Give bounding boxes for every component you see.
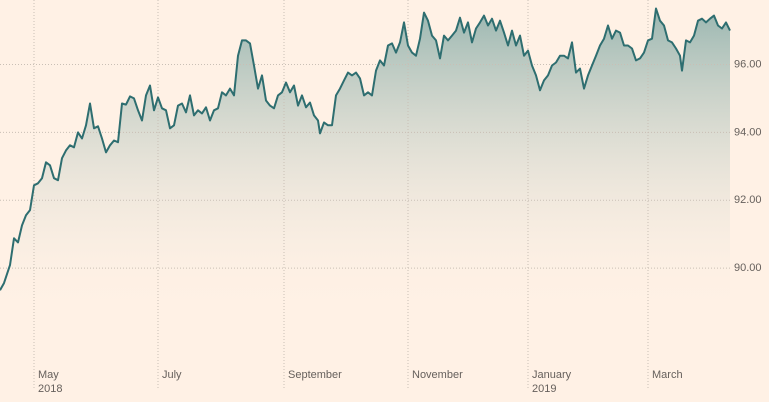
x-tick-label: May [38, 369, 59, 381]
area [0, 8, 730, 370]
x-tick-label: September [288, 369, 342, 381]
y-tick-label: 96.00 [734, 58, 762, 70]
y-tick-label: 94.00 [734, 126, 762, 138]
x-tick-label: July [162, 369, 182, 381]
x-tick-sublabel: 2018 [38, 383, 62, 395]
x-tick-label: January [532, 369, 572, 381]
y-tick-label: 92.00 [734, 194, 762, 206]
line [0, 7, 731, 291]
x-tick-sublabel: 2019 [532, 383, 556, 395]
x-tick-label: March [652, 369, 683, 381]
y-tick-label: 90.00 [734, 262, 762, 274]
x-tick-label: November [412, 369, 463, 381]
